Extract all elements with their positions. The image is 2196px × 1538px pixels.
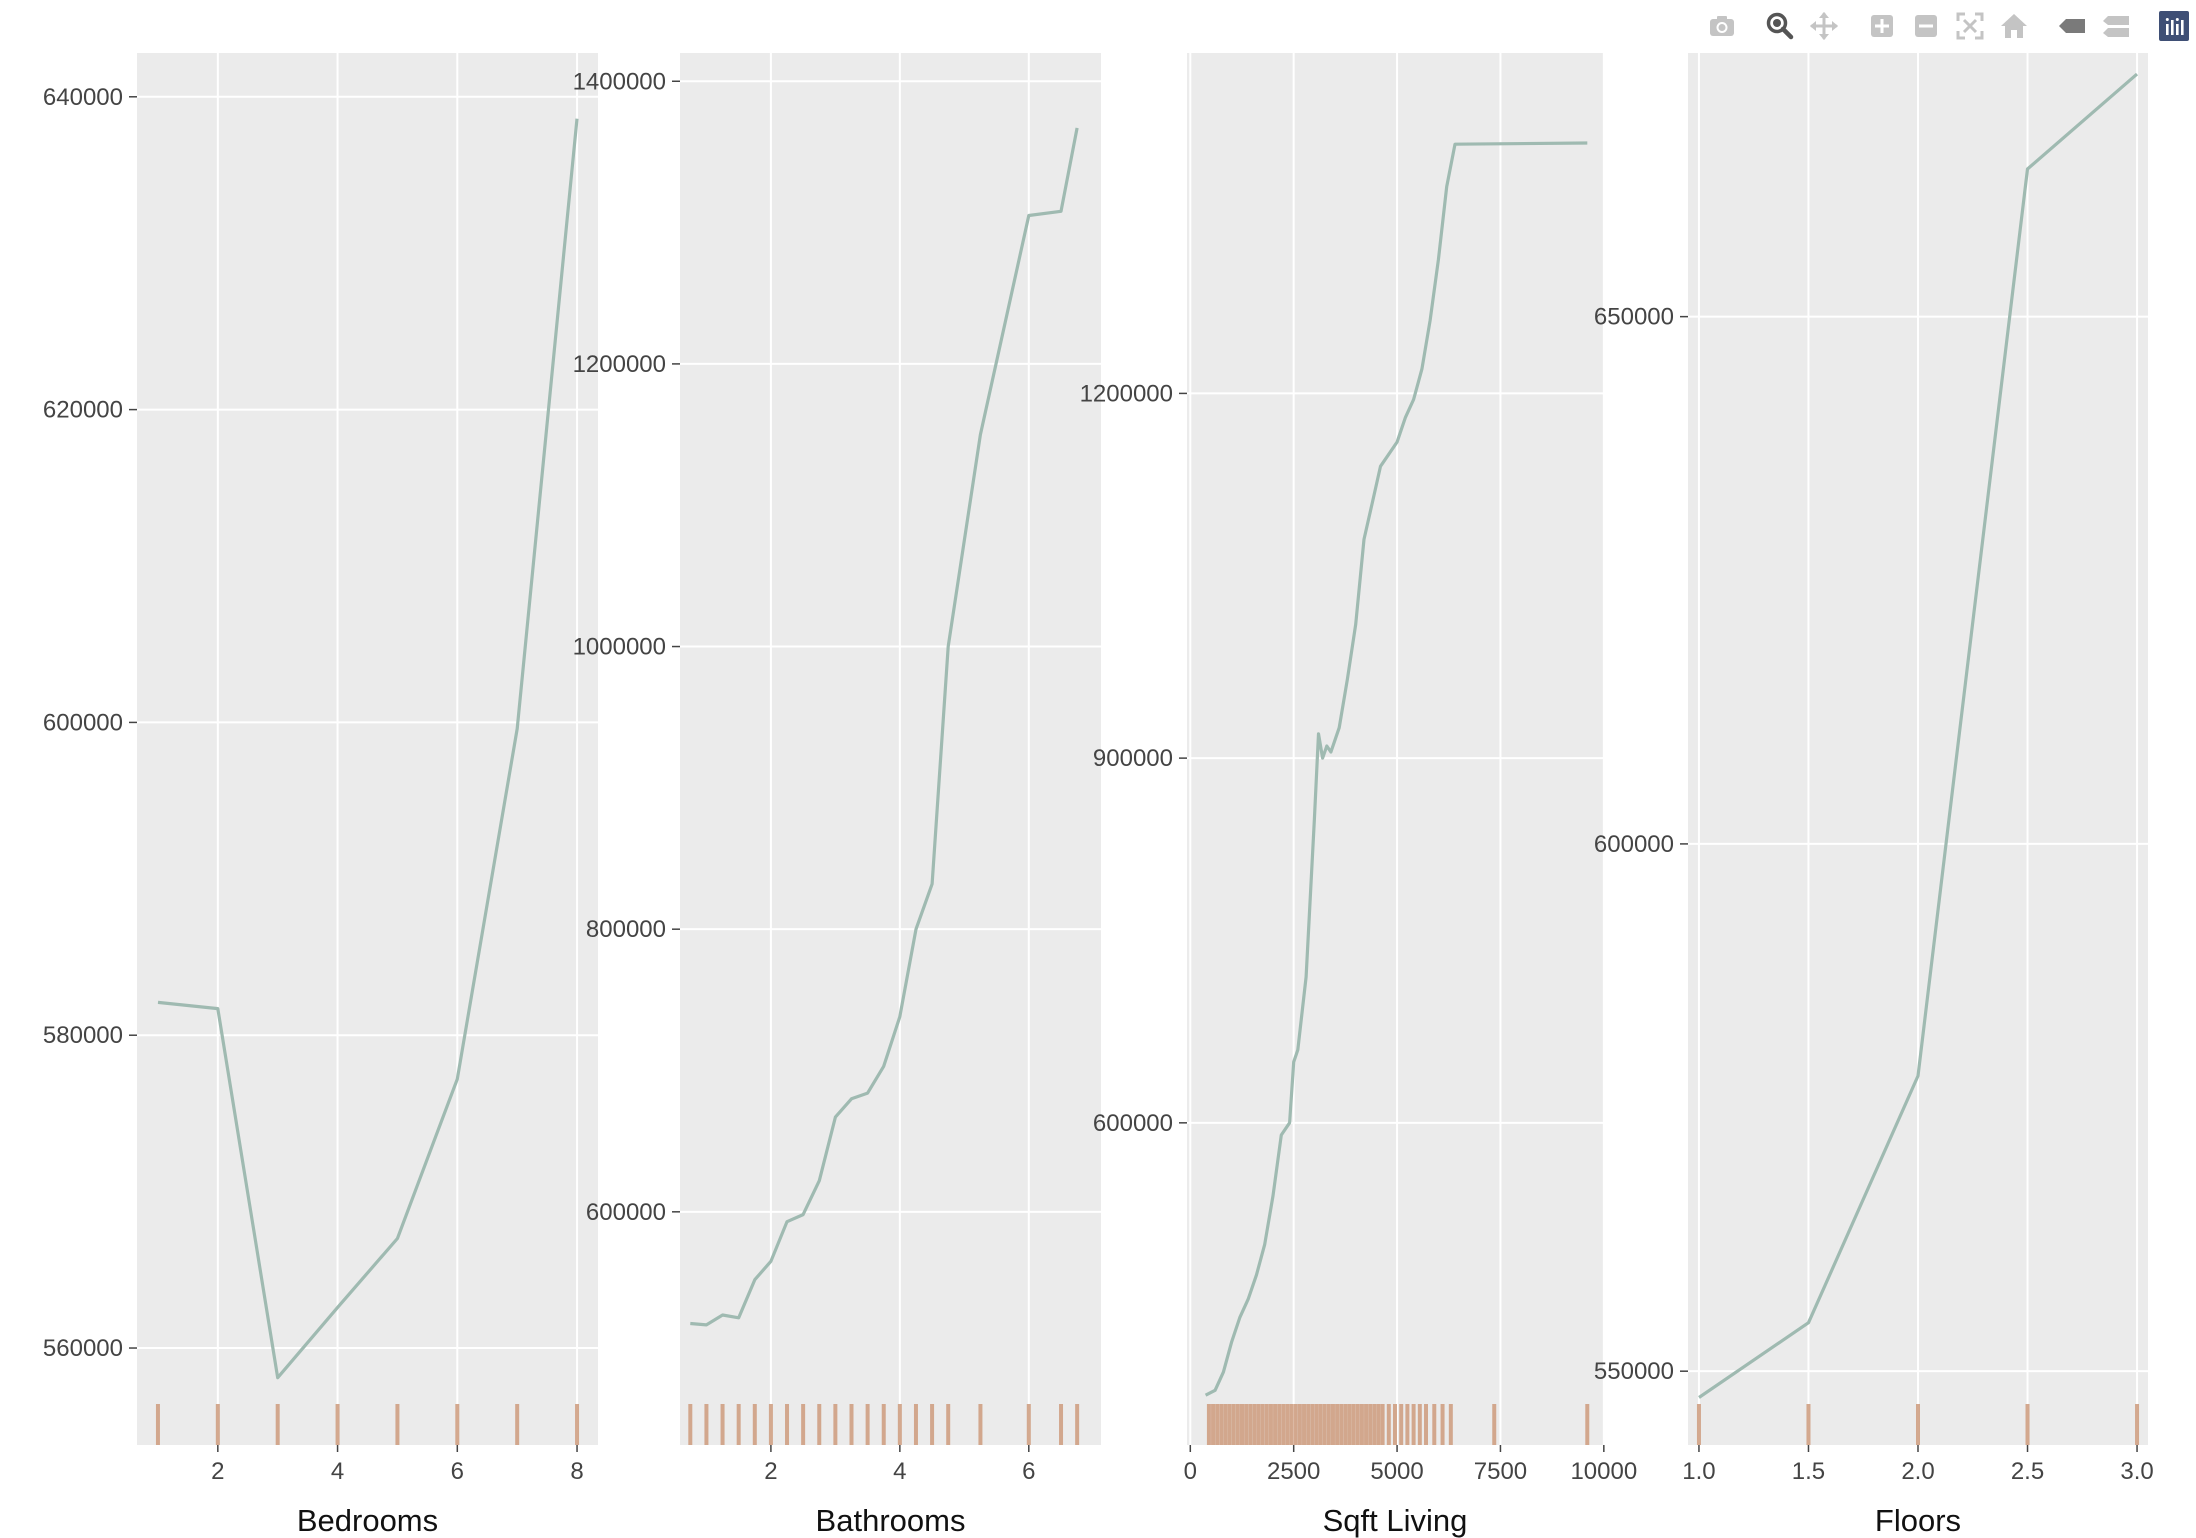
y-tick-label: 550000 [1594, 1358, 1674, 1385]
subplot-2: 2 4 6 600000 800000 1000000 1200000 1400000 Bath… [573, 53, 1101, 1538]
zoom-icon[interactable] [1758, 6, 1802, 46]
x-tick-label: 1.0 [1682, 1458, 1715, 1485]
y-tick-label: 600000 [43, 709, 123, 736]
zoom-out-icon[interactable] [1904, 6, 1948, 46]
x-tick-label: 2500 [1267, 1458, 1320, 1485]
x-tick-label: 4 [893, 1458, 906, 1485]
x-tick-label: 5000 [1370, 1458, 1423, 1485]
x-tick-label: 2.5 [2011, 1458, 2044, 1485]
y-tick-label: 600000 [1093, 1110, 1173, 1137]
hover-compare-icon[interactable] [2094, 6, 2138, 46]
y-tick-label: 650000 [1594, 304, 1674, 331]
plotly-logo-icon[interactable] [2152, 6, 2196, 46]
pan-icon[interactable] [1802, 6, 1846, 46]
x-axis-title: Bedrooms [297, 1503, 438, 1538]
subplot-1: 2 4 6 8 560000 580000 600000 620000 640000 Bedroo… [43, 53, 598, 1538]
x-axis-title: Bathrooms [816, 1503, 966, 1538]
y-tick-label: 1200000 [1080, 380, 1173, 407]
pdp-line [157, 118, 579, 1380]
x-tick-label: 3.0 [2120, 1458, 2153, 1485]
home-icon[interactable] [1992, 6, 2036, 46]
autoscale-icon[interactable] [1948, 6, 1992, 46]
x-tick-label: 4 [331, 1458, 344, 1485]
y-tick-label: 580000 [43, 1022, 123, 1049]
x-tick-label: 10000 [1570, 1458, 1637, 1485]
y-tick-label: 1400000 [573, 68, 666, 95]
y-tick-label: 560000 [43, 1335, 123, 1362]
y-tick-label: 640000 [43, 84, 123, 111]
x-tick-label: 0 [1184, 1458, 1197, 1485]
y-tick-label: 600000 [1594, 831, 1674, 858]
y-tick-label: 620000 [43, 397, 123, 424]
x-tick-label: 7500 [1474, 1458, 1527, 1485]
plot-background [137, 53, 598, 1445]
y-tick-label: 600000 [586, 1199, 666, 1226]
subplot-3: 0 2500 5000 7500 10000 600000 900000 1200000 Sqf… [1080, 53, 1637, 1538]
y-tick-label: 1200000 [573, 351, 666, 378]
plot-background [1187, 53, 1603, 1445]
camera-icon[interactable] [1700, 6, 1744, 46]
x-tick-label: 2 [211, 1458, 224, 1485]
x-tick-label: 6 [1022, 1458, 1035, 1485]
x-axis-title: Floors [1875, 1503, 1961, 1538]
x-tick-label: 6 [451, 1458, 464, 1485]
x-tick-label: 1.5 [1792, 1458, 1825, 1485]
y-tick-label: 800000 [586, 916, 666, 943]
x-tick-label: 2.0 [1901, 1458, 1934, 1485]
plot-background [680, 53, 1101, 1445]
x-tick-label: 8 [570, 1458, 583, 1485]
x-axis-title: Sqft Living [1323, 1503, 1468, 1538]
y-tick-label: 1000000 [573, 634, 666, 661]
hover-closest-icon[interactable] [2050, 6, 2094, 46]
x-tick-label: 2 [764, 1458, 777, 1485]
y-tick-label: 900000 [1093, 745, 1173, 772]
modebar [1700, 6, 2196, 46]
subplot-4: 1.0 1.5 2.0 2.5 3.0 550000 600000 650000 Floors [1594, 53, 2154, 1538]
zoom-in-icon[interactable] [1860, 6, 1904, 46]
